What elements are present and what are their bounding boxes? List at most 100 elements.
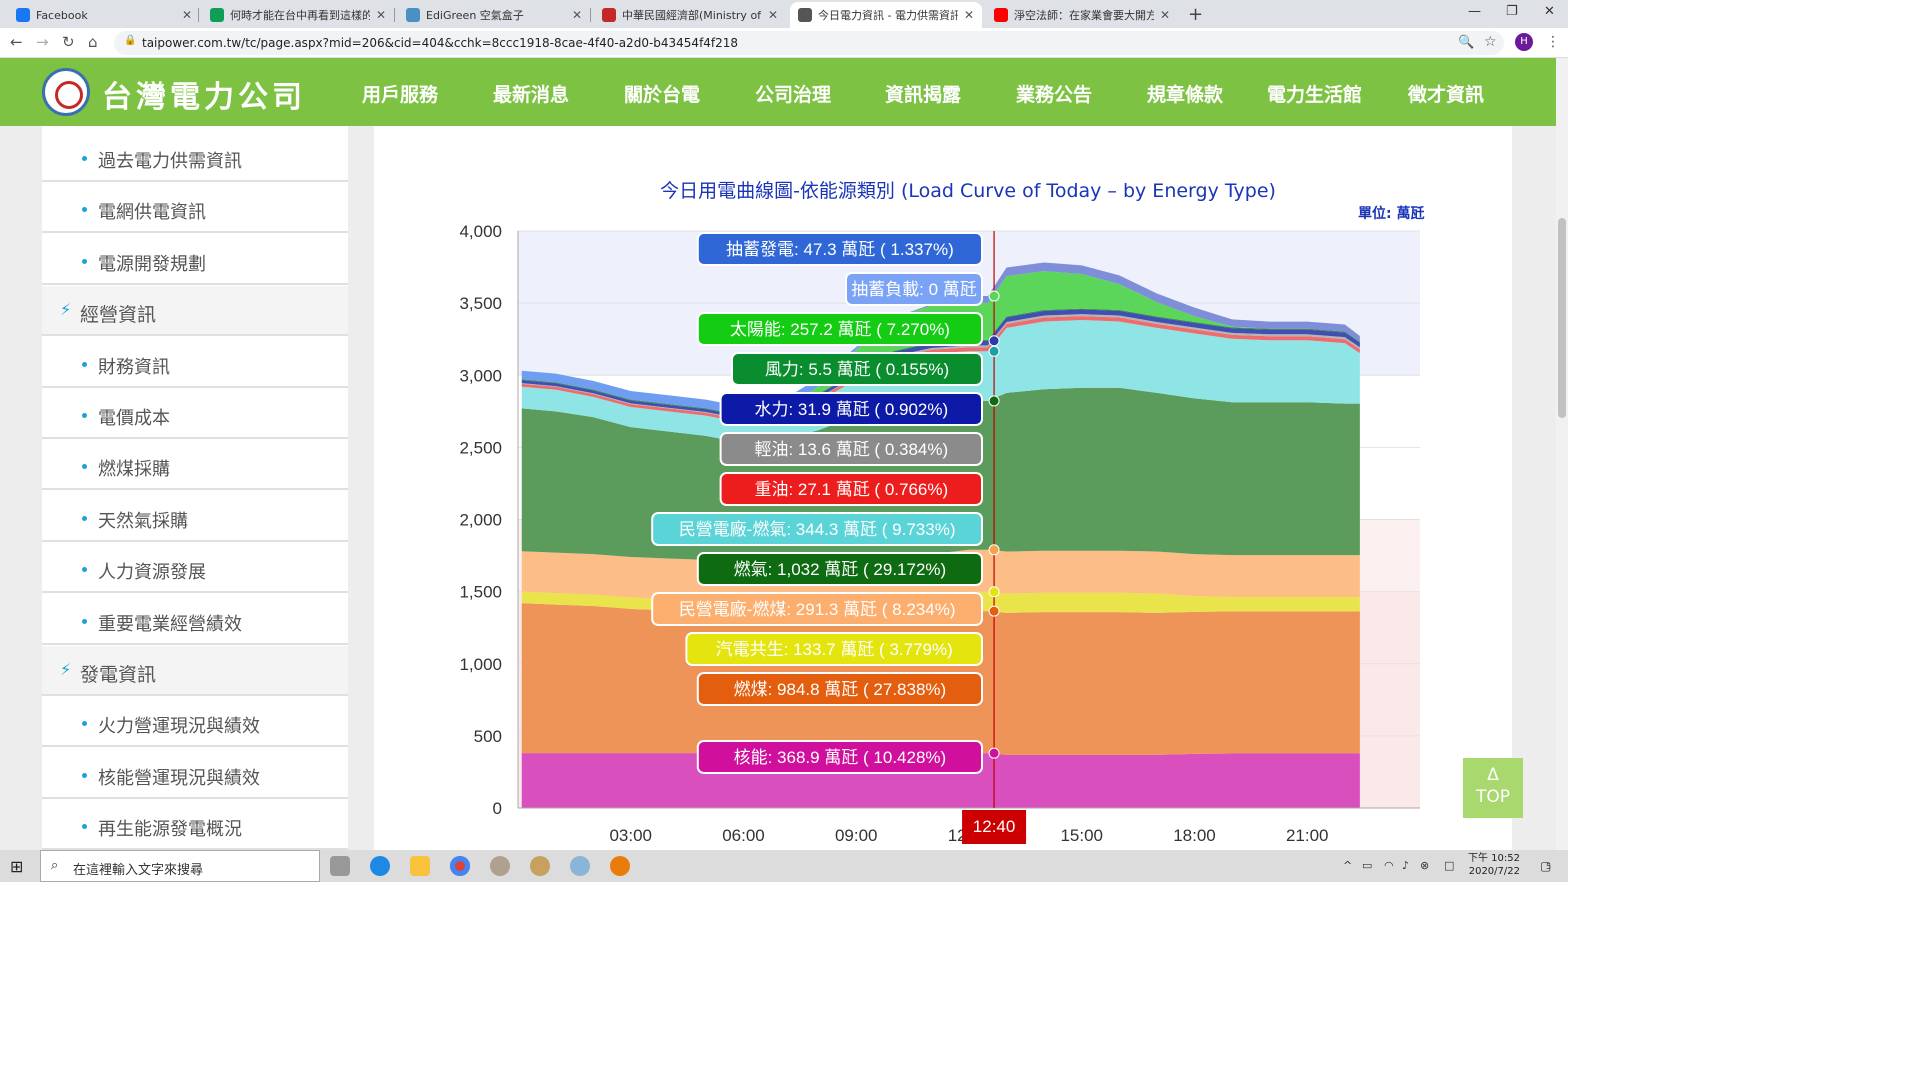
sidebar-label: 核能營運現況與績效 (98, 767, 260, 789)
profile-avatar[interactable]: H (1515, 33, 1533, 51)
site-logo-text[interactable]: 台灣電力公司 (102, 80, 306, 115)
tooltip-text: 燃氣: 1,032 萬瓩 ( 29.172%) (734, 560, 947, 579)
chart-unit-label: 單位: 萬瓩 (1358, 206, 1425, 222)
bullet-icon (82, 156, 87, 161)
sidebar-item[interactable]: 人力資源發展 (42, 543, 348, 594)
ime-icon[interactable]: ⊗ (1420, 859, 1430, 872)
sidebar-label: 火力營運現況與績效 (98, 716, 260, 738)
chrome-icon[interactable] (450, 856, 470, 876)
cursor-marker (988, 605, 1000, 617)
bullet-icon (82, 772, 87, 778)
language-icon[interactable]: □ (1444, 859, 1455, 872)
sidebar-item[interactable]: 核能營運現況與績效 (42, 749, 348, 799)
tray-chevron-icon[interactable]: ^ (1343, 859, 1353, 872)
windows-start-icon[interactable]: ⊞ (10, 857, 24, 876)
app-icon-1[interactable] (490, 856, 510, 876)
browser-tab-5[interactable]: 淨空法師：在家業會要大開方便之 ✕ (986, 2, 1178, 28)
nav-item-6[interactable]: 規章條款 (1147, 84, 1224, 106)
sidebar-label: 經營資訊 (80, 304, 157, 327)
browser-tab-2[interactable]: EdiGreen 空氣盒子 ✕ (398, 2, 590, 28)
sidebar-item[interactable]: 火力營運現況與績效 (42, 697, 348, 748)
browser-tab-4[interactable]: 今日電力資訊 - 電力供需資訊 - 台 ✕ (790, 2, 982, 28)
cursor-marker (988, 335, 1000, 347)
tooltip-box (696, 672, 983, 706)
sidebar-section-header[interactable]: ⚡ 經營資訊 (42, 286, 348, 337)
blender-icon[interactable] (610, 856, 630, 876)
tab-close-icon[interactable]: ✕ (963, 8, 974, 22)
reload-icon[interactable]: ↻ (62, 33, 75, 51)
sidebar-item[interactable]: 電網供電資訊 (42, 183, 348, 234)
bullet-icon (82, 567, 87, 573)
sidebar-item[interactable]: 再生能源發電概況 (42, 800, 348, 851)
nav-item-1[interactable]: 最新消息 (493, 84, 570, 106)
browser-tab-1[interactable]: 何時才能在台中再看到這樣的藍天 ✕ (202, 2, 394, 28)
sidebar-item[interactable]: 燃煤採購 (42, 440, 348, 491)
scrollbar-thumb[interactable] (1558, 218, 1566, 418)
volume-icon[interactable]: ♪ (1402, 859, 1410, 872)
tooltip-text: 風力: 5.5 萬瓩 ( 0.155%) (765, 360, 949, 379)
sidebar-item[interactable]: 過去電力供需資訊 (42, 132, 348, 182)
home-icon[interactable]: ⌂ (88, 33, 98, 51)
back-icon[interactable]: ← (10, 33, 23, 51)
nav-item-3[interactable]: 公司治理 (755, 84, 832, 106)
sidebar-section-header[interactable]: ⚡ 發電資訊 (42, 646, 348, 696)
x-tick-label: 03:00 (609, 826, 652, 845)
taipower-logo-icon[interactable] (42, 68, 90, 116)
browser-tab-0[interactable]: Facebook ✕ (8, 2, 200, 28)
sidebar-label: 電價成本 (98, 408, 170, 429)
wifi-icon[interactable]: ◠ (1384, 859, 1394, 872)
bookmark-star-icon[interactable]: ☆ (1484, 34, 1497, 50)
nav-item-4[interactable]: 資訊揭露 (885, 84, 962, 106)
taskbar-search-input[interactable]: ⌕ 在這裡輸入文字來搜尋 (40, 850, 320, 882)
edge-browser-icon[interactable] (370, 856, 390, 876)
notification-count: 5 (1546, 862, 1552, 871)
lock-icon[interactable]: 🔒 (124, 35, 137, 46)
tooltip-box (696, 552, 983, 586)
menu-icon[interactable]: ⋮ (1546, 34, 1560, 50)
file-explorer-icon[interactable] (410, 856, 430, 876)
browser-tab-3[interactable]: 中華民國經濟部(Ministry of Econ ✕ (594, 2, 786, 28)
bullet-icon (82, 413, 87, 418)
notification-icon[interactable]: ▢ (1540, 859, 1552, 873)
nav-item-5[interactable]: 業務公告 (1016, 84, 1093, 106)
tab-close-icon[interactable]: ✕ (1159, 8, 1170, 22)
tab-close-icon[interactable]: ✕ (375, 8, 386, 22)
close-window-icon[interactable]: ✕ (1544, 4, 1555, 19)
y-tick-label: 3,500 (459, 294, 502, 313)
app-icon-3[interactable] (570, 856, 590, 876)
task-view-icon[interactable] (330, 856, 350, 876)
browser-tab-bar: Facebook✕何時才能在台中再看到這樣的藍天✕EdiGreen 空氣盒子✕中… (0, 0, 1568, 28)
tooltip-box (696, 232, 983, 266)
zoom-icon[interactable]: 🔍 (1458, 35, 1475, 50)
tooltip-box (685, 632, 984, 666)
page-scrollbar[interactable] (1556, 58, 1568, 850)
sidebar-item[interactable]: 電源開發規劃 (42, 235, 348, 285)
sidebar-item[interactable]: 天然氣採購 (42, 492, 348, 542)
tab-close-icon[interactable]: ✕ (181, 8, 192, 22)
nav-item-7[interactable]: 電力生活館 (1267, 84, 1363, 106)
sidebar-label: 財務資訊 (98, 356, 170, 378)
tooltip-text: 核能: 368.9 萬瓩 ( 10.428%) (734, 748, 947, 767)
forward-icon[interactable]: → (36, 33, 49, 51)
nav-item-2[interactable]: 關於台電 (624, 84, 701, 106)
sidebar-item[interactable]: 重要電業經營績效 (42, 595, 348, 645)
taskbar-clock[interactable]: 下午 10:52 2020/7/22 (1468, 852, 1520, 878)
cursor-time-label: 12:40 (973, 817, 1016, 836)
tab-close-icon[interactable]: ✕ (767, 8, 778, 22)
app-icon-2[interactable] (530, 856, 550, 876)
minimize-icon[interactable]: — (1468, 4, 1481, 19)
sidebar-item[interactable]: 電價成本 (42, 389, 348, 439)
lightning-icon: ⚡ (60, 300, 72, 320)
load-curve-chart: 0 500 1,000 1,500 2,000 2,500 3,000 3,500 4,000 0… (459, 222, 1420, 845)
new-tab-button[interactable]: + (1188, 4, 1204, 25)
nav-item-0[interactable]: 用戶服務 (362, 84, 439, 106)
nav-item-8[interactable]: 徵才資訊 (1408, 84, 1485, 106)
tab-close-icon[interactable]: ✕ (571, 8, 582, 22)
restore-icon[interactable]: ❐ (1506, 4, 1518, 19)
battery-icon[interactable]: ▭ (1362, 859, 1373, 872)
taskbar-search-placeholder: 在這裡輸入文字來搜尋 (73, 863, 204, 878)
series-tooltip: 抽蓄負載: 0 萬瓩 (845, 272, 983, 306)
sidebar-item[interactable]: 財務資訊 (42, 338, 348, 388)
back-to-top-button[interactable]: Δ TOP (1463, 758, 1523, 818)
url-input[interactable]: taipower.com.tw/tc/page.aspx?mid=206&cid… (114, 31, 1504, 55)
